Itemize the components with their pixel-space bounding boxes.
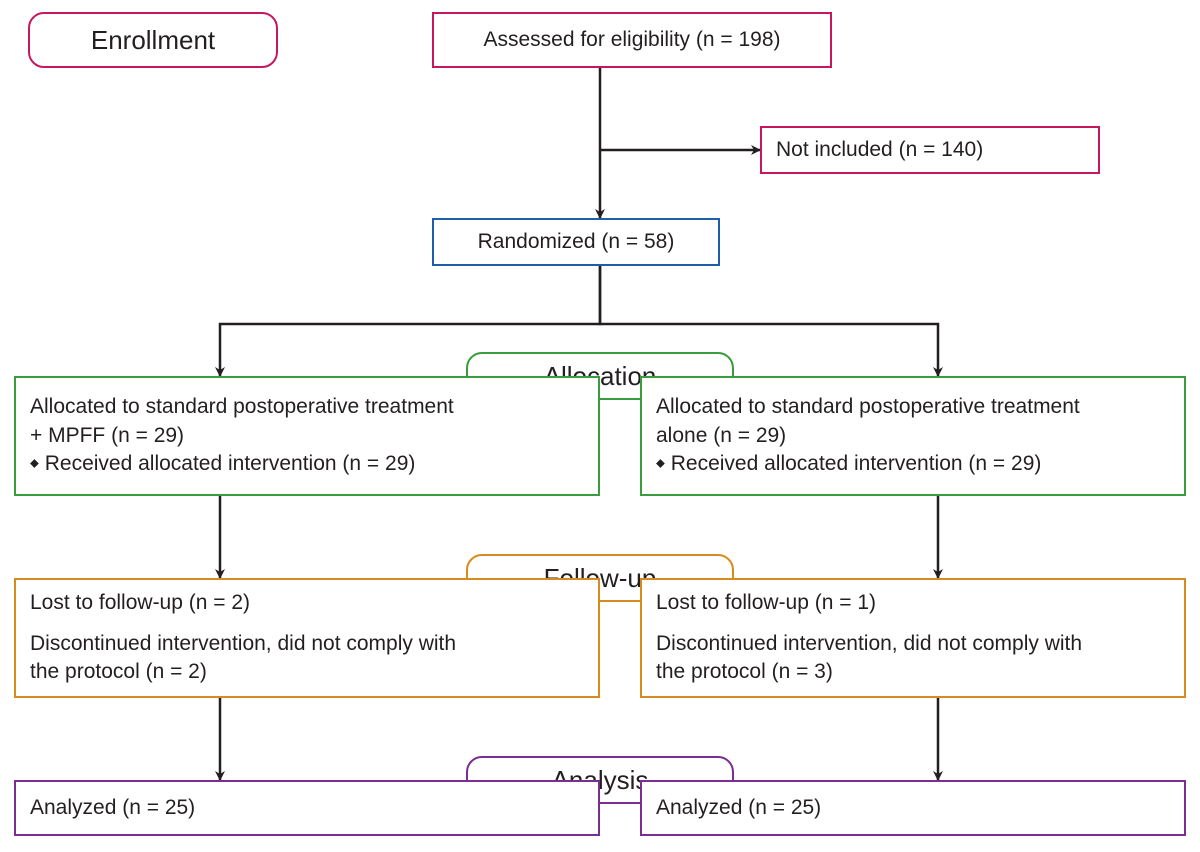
node-randomized: Randomized (n = 58)	[432, 218, 720, 266]
node-assessed: Assessed for eligibility (n = 198)	[432, 12, 832, 68]
node-analysis-right: Analyzed (n = 25)	[640, 780, 1186, 836]
node-analysis-left: Analyzed (n = 25)	[14, 780, 600, 836]
node-allocation-right: Allocated to standard postoperative trea…	[640, 376, 1186, 496]
node-followup-right-text: Lost to follow-up (n = 1)Discontinued in…	[656, 589, 1082, 687]
stage-enrollment: Enrollment	[28, 12, 278, 68]
node-allocation-right-text: Allocated to standard postoperative trea…	[656, 393, 1080, 478]
node-followup-left: Lost to follow-up (n = 2)Discontinued in…	[14, 578, 600, 698]
node-followup-right: Lost to follow-up (n = 1)Discontinued in…	[640, 578, 1186, 698]
node-not-included-text: Not included (n = 140)	[776, 136, 983, 164]
node-allocation-left: Allocated to standard postoperative trea…	[14, 376, 600, 496]
stage-enrollment-label: Enrollment	[91, 25, 215, 56]
node-not-included: Not included (n = 140)	[760, 126, 1100, 174]
node-followup-left-text: Lost to follow-up (n = 2)Discontinued in…	[30, 589, 456, 687]
node-analysis-right-text: Analyzed (n = 25)	[656, 794, 821, 822]
node-assessed-text: Assessed for eligibility (n = 198)	[483, 26, 780, 54]
node-allocation-left-text: Allocated to standard postoperative trea…	[30, 393, 454, 478]
node-analysis-left-text: Analyzed (n = 25)	[30, 794, 195, 822]
node-randomized-text: Randomized (n = 58)	[478, 228, 675, 256]
